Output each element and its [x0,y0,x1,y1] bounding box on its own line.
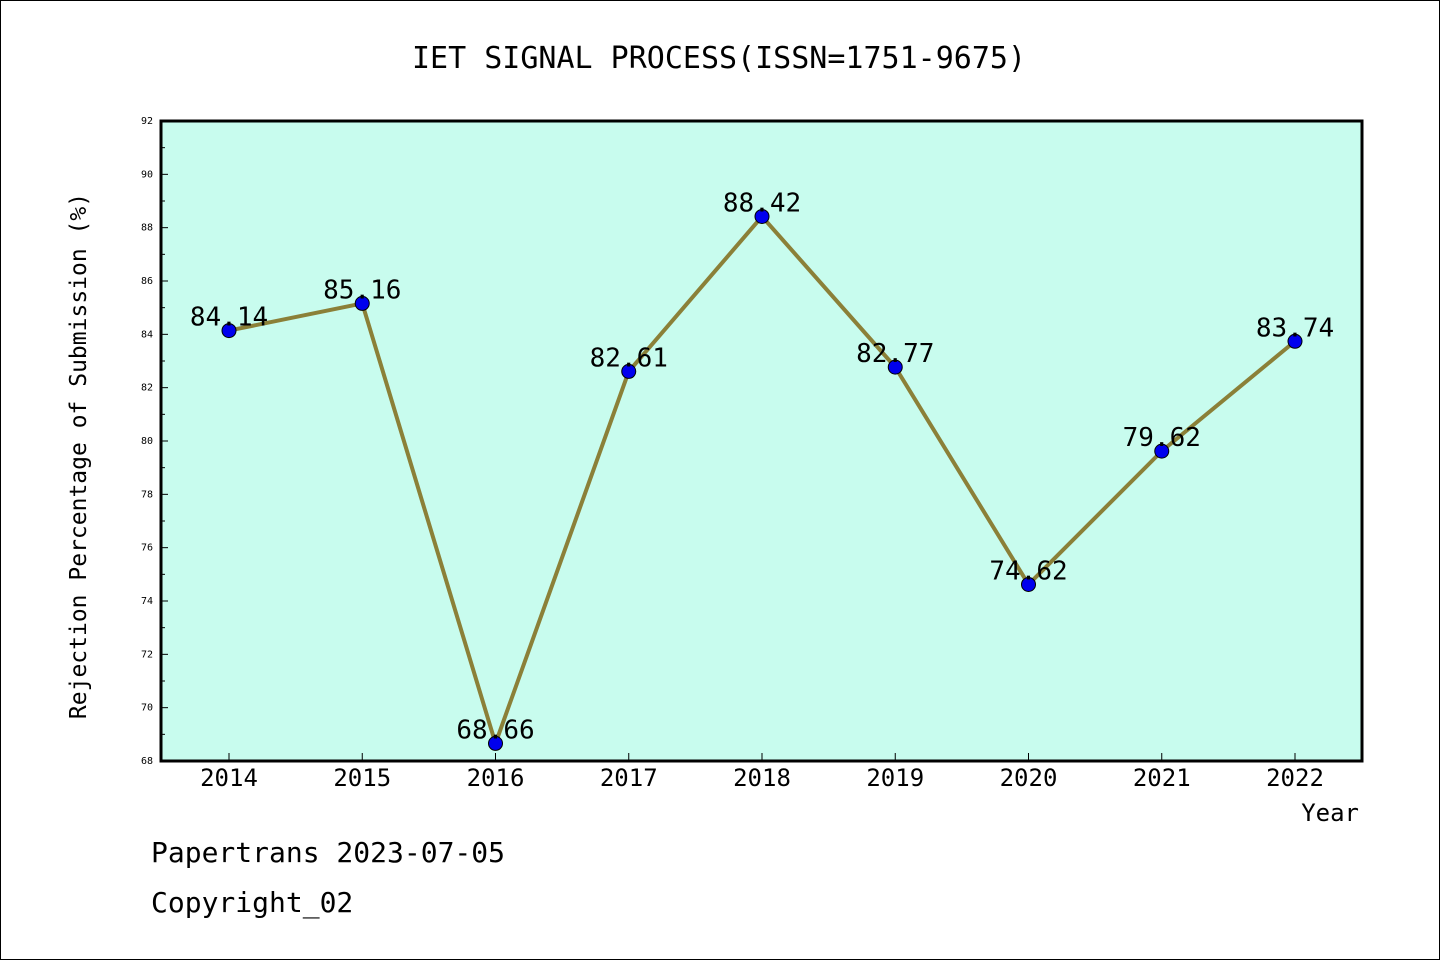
y-tick-label: 86 [141,276,153,287]
data-label: 88.42 [723,188,801,218]
x-tick-label: 2019 [866,764,924,792]
y-tick-label: 74 [141,596,153,607]
y-tick-label: 68 [141,756,153,767]
data-point [221,323,237,339]
chart-title: IET SIGNAL PROCESS(ISSN=1751-9675) [412,41,1026,76]
x-tick-label: 2020 [1000,764,1058,792]
y-tick-label: 82 [141,383,153,394]
y-tick-label: 76 [141,543,153,554]
y-tick-label: 90 [141,169,153,180]
y-tick-label: 84 [141,329,153,340]
x-axis-label: Year [1301,799,1359,827]
y-tick-label: 70 [141,703,153,714]
data-label: 82.61 [590,343,668,373]
plot-area [159,119,1364,763]
y-tick-label: 92 [141,116,153,127]
y-tick-label: 78 [141,489,153,500]
series-markers [221,208,1303,751]
y-tick-label: 88 [141,223,153,234]
footer-copyright: Copyright_02 [151,886,354,919]
data-label: 84.14 [190,303,268,333]
x-tick-label: 2018 [733,764,791,792]
data-labels: 84.14 85.16 68.66 82.61 88.42 82.77 74.62 79.62… [190,188,1334,745]
y-tick-label: 80 [141,436,153,447]
x-tick-label: 2022 [1266,764,1324,792]
x-tick-label: 2017 [600,764,658,792]
data-label: 68.66 [456,715,534,745]
data-point [354,295,370,311]
data-point [1021,576,1036,592]
data-point [488,735,503,751]
y-tick-label: 72 [141,649,153,660]
y-axis-label: Rejection Percentage of Submission (%) [66,193,92,719]
data-point [1287,333,1303,349]
data-point [1154,443,1170,459]
data-label: 85.16 [323,275,401,305]
y-axis-ticks: 68 70 72 74 76 78 80 82 84 86 88 90 92 [141,116,168,767]
data-label: 82.77 [856,339,934,369]
footer-date: Papertrans 2023-07-05 [151,836,506,869]
x-tick-label: 2021 [1133,764,1191,792]
x-tick-label: 2014 [200,764,258,792]
data-point [887,359,903,375]
x-tick-label: 2016 [467,764,525,792]
data-label: 83.74 [1256,313,1334,343]
data-point [754,208,770,224]
data-label: 74.62 [989,556,1067,586]
data-point [621,363,637,379]
x-axis-ticks: 2014 2015 2016 2017 2018 2019 2020 2021 2022 [200,753,1324,792]
x-tick-label: 2015 [333,764,391,792]
data-label: 79.62 [1123,423,1201,453]
